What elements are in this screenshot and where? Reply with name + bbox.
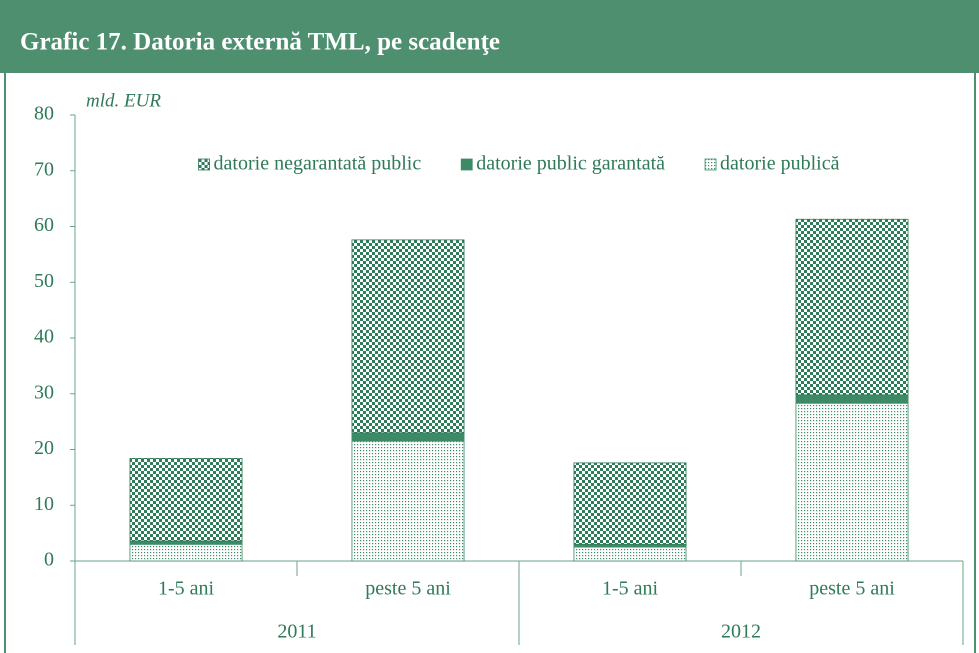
- bar-segment: [573, 462, 687, 545]
- legend-swatch: [198, 158, 210, 171]
- x-tick-label: peste 5 ani: [809, 578, 895, 600]
- legend-item: datorie publică: [704, 153, 840, 175]
- bar-segment: [795, 394, 909, 404]
- chart-title: Grafic 17. Datoria externă TML, pe scade…: [20, 29, 500, 56]
- legend-item: datorie public garantată: [460, 153, 665, 175]
- bar-segment: [129, 458, 243, 542]
- legend-swatch: [704, 158, 717, 171]
- y-tick-label: 40: [34, 326, 54, 348]
- group-label: 2011: [277, 621, 316, 643]
- x-tick-label: 1-5 ani: [602, 578, 659, 600]
- legend-label: datorie negarantată public: [214, 153, 422, 175]
- x-tick-label: 1-5 ani: [158, 578, 215, 600]
- header-band: [0, 0, 979, 73]
- bar-segment: [351, 239, 465, 434]
- group-label: 2012: [721, 621, 761, 643]
- y-tick-label: 70: [34, 158, 54, 180]
- bar-segment: [573, 546, 687, 562]
- legend-label: datorie publică: [720, 153, 840, 175]
- x-tick-label: peste 5 ani: [365, 578, 451, 600]
- bar-segment: [351, 440, 465, 562]
- y-tick-label: 30: [34, 381, 54, 403]
- bar-segment: [129, 540, 243, 545]
- y-tick-label: 10: [34, 493, 54, 515]
- bar-segment: [351, 432, 465, 442]
- bar-segment: [795, 402, 909, 562]
- y-tick-label: 50: [34, 270, 54, 292]
- legend-item: datorie negarantată public: [198, 153, 422, 175]
- legend-label: datorie public garantată: [476, 153, 665, 175]
- y-tick-label: 80: [34, 103, 54, 125]
- y-tick-label: 20: [34, 437, 54, 459]
- bar-segment: [573, 543, 687, 548]
- bar-segment: [129, 543, 243, 562]
- y-tick-label: 0: [44, 549, 54, 571]
- y-tick-label: 60: [34, 214, 54, 236]
- legend-swatch: [460, 158, 473, 171]
- bar-segment: [795, 218, 909, 396]
- y-axis-label: mld. EUR: [86, 90, 161, 111]
